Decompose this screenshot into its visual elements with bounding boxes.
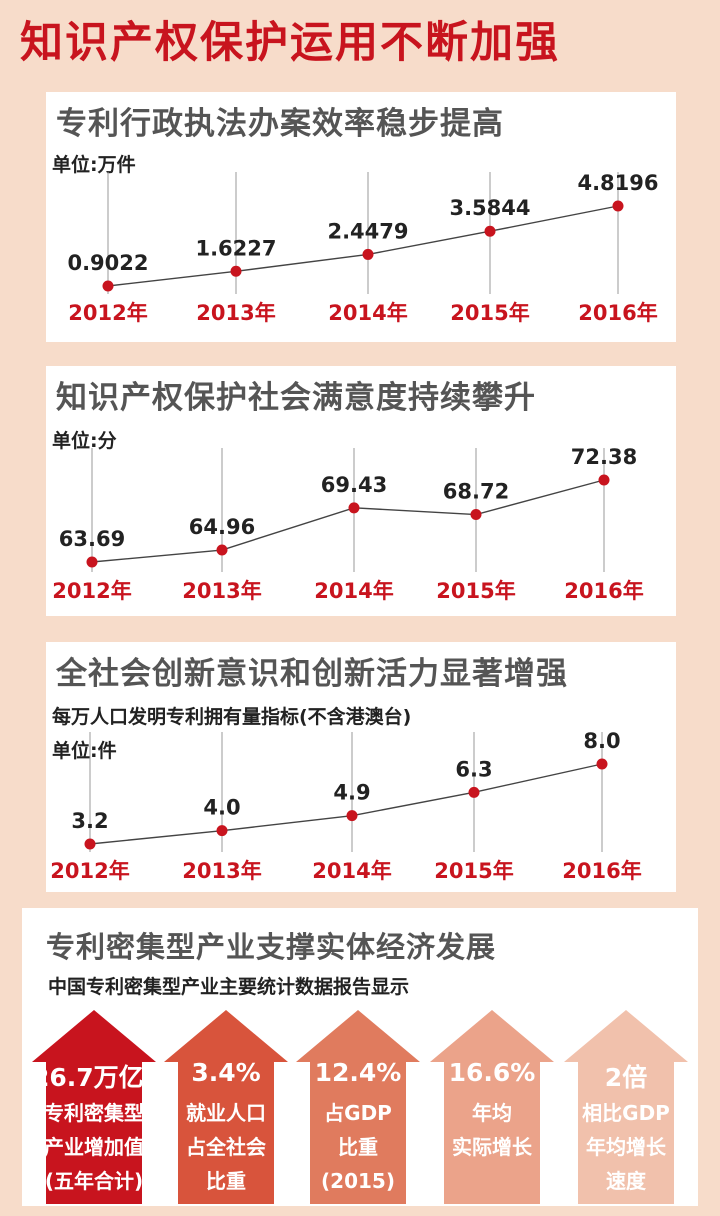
chart-subtitle: 每万人口发明专利拥有量指标(不含港澳台) xyxy=(52,706,412,728)
x-tick-label: 2012年 xyxy=(52,579,131,603)
data-point xyxy=(596,758,608,770)
series-line xyxy=(107,205,619,287)
section-title: 专利密集型产业支撑实体经济发展 xyxy=(46,930,497,964)
chart-panel-satisfaction: 知识产权保护社会满意度持续攀升 单位:分 63.69 2012年 64.96 2013… xyxy=(46,366,676,616)
data-label: 72.38 xyxy=(571,445,637,469)
chart-title: 全社会创新意识和创新活力显著增强 xyxy=(56,656,568,692)
data-label: 4.8196 xyxy=(577,171,658,195)
data-label: 4.9 xyxy=(333,781,370,805)
x-tick-label: 2013年 xyxy=(196,301,275,325)
stat-description: 年均 实际增长 xyxy=(452,1101,532,1159)
chart-panel-case-efficiency: 专利行政执法办案效率稳步提高 单位:万件 0.9022 2012年 1.6227 20… xyxy=(46,92,676,342)
x-tick-label: 2016年 xyxy=(578,301,657,325)
data-label: 8.0 xyxy=(583,729,620,753)
unit-label: 单位:件 xyxy=(52,740,117,762)
line-chart-patent-ownership: 3.2 2012年 4.0 2013年 4.9 2014年 6.3 2015年 8.0 2016年 xyxy=(50,729,641,883)
x-tick-label: 2014年 xyxy=(314,579,393,603)
data-point xyxy=(346,810,358,822)
stat-description: 占GDP 比重 (2015) xyxy=(321,1101,395,1193)
data-point xyxy=(348,502,360,514)
stat-value: 26.7万亿元 xyxy=(32,1063,169,1092)
chart-panel-patent-ownership: 全社会创新意识和创新活力显著增强 每万人口发明专利拥有量指标(不含港澳台) 单位… xyxy=(46,642,676,892)
data-point xyxy=(598,474,610,486)
data-point xyxy=(612,200,624,212)
arrow-shape xyxy=(164,1010,288,1204)
x-tick-label: 2012年 xyxy=(50,859,129,883)
x-tick-label: 2012年 xyxy=(68,301,147,325)
data-point xyxy=(102,280,114,292)
stat-description: 专利密集型 产业增加值 (五年合计) xyxy=(44,1101,144,1193)
arrow-shape xyxy=(564,1010,688,1204)
stat-arrow-gdp-multiple: 2倍 相比GDP 年均增长 速度 xyxy=(564,1010,688,1204)
data-label: 6.3 xyxy=(455,757,492,781)
data-point xyxy=(362,248,374,260)
data-label: 3.5844 xyxy=(449,196,530,220)
stat-value: 3.4% xyxy=(191,1058,261,1087)
page-title: 知识产权保护运用不断加强 xyxy=(20,18,560,68)
data-label: 69.43 xyxy=(321,473,387,497)
data-point xyxy=(470,509,482,521)
arrow-shape xyxy=(430,1010,554,1204)
arrow-shape xyxy=(296,1010,420,1204)
data-point xyxy=(84,838,96,850)
stat-value: 16.6% xyxy=(448,1058,536,1087)
x-tick-label: 2013年 xyxy=(182,859,261,883)
stat-description: 相比GDP 年均增长 速度 xyxy=(582,1101,670,1193)
unit-label: 单位:万件 xyxy=(52,154,136,176)
stat-arrow-employment: 3.4% 就业人口 占全社会 比重 xyxy=(164,1010,288,1204)
data-point xyxy=(86,556,98,568)
x-tick-label: 2015年 xyxy=(436,579,515,603)
stat-value: 2倍 xyxy=(604,1063,648,1092)
data-label: 1.6227 xyxy=(195,236,276,260)
data-label: 3.2 xyxy=(71,809,108,833)
chart-title: 专利行政执法办案效率稳步提高 xyxy=(56,106,504,142)
stat-arrow-gdp-share: 12.4% 占GDP 比重 (2015) xyxy=(296,1010,420,1204)
data-point xyxy=(216,544,228,556)
stat-arrow-annual-growth: 16.6% 年均 实际增长 xyxy=(430,1010,554,1204)
x-tick-label: 2015年 xyxy=(450,301,529,325)
data-point xyxy=(230,265,242,277)
data-point xyxy=(216,825,228,837)
data-label: 4.0 xyxy=(203,796,240,820)
arrow-shape xyxy=(32,1010,156,1204)
line-chart-satisfaction: 63.69 2012年 64.96 2013年 69.43 2014年 68.72 2015年… xyxy=(52,445,643,603)
x-tick-label: 2016年 xyxy=(564,579,643,603)
line-chart-case-efficiency: 0.9022 2012年 1.6227 2013年 2.4479 2014年 3.5844 2… xyxy=(67,171,658,325)
data-label: 68.72 xyxy=(443,480,509,504)
data-point xyxy=(468,786,480,798)
data-label: 2.4479 xyxy=(327,219,408,243)
x-tick-label: 2014年 xyxy=(328,301,407,325)
stat-description: 就业人口 占全社会 比重 xyxy=(186,1101,266,1193)
section-subtitle: 中国专利密集型产业主要统计数据报告显示 xyxy=(48,976,410,998)
chart-title: 知识产权保护社会满意度持续攀升 xyxy=(56,380,536,416)
unit-label: 单位:分 xyxy=(52,430,117,452)
data-label: 64.96 xyxy=(189,515,255,539)
data-point xyxy=(484,225,496,237)
data-label: 63.69 xyxy=(59,527,125,551)
stat-arrow-value-added: 26.7万亿元 专利密集型 产业增加值 (五年合计) xyxy=(32,1010,169,1204)
x-tick-label: 2014年 xyxy=(312,859,391,883)
x-tick-label: 2013年 xyxy=(182,579,261,603)
x-tick-label: 2016年 xyxy=(562,859,641,883)
data-label: 0.9022 xyxy=(67,251,148,275)
stat-value: 12.4% xyxy=(314,1058,402,1087)
x-tick-label: 2015年 xyxy=(434,859,513,883)
